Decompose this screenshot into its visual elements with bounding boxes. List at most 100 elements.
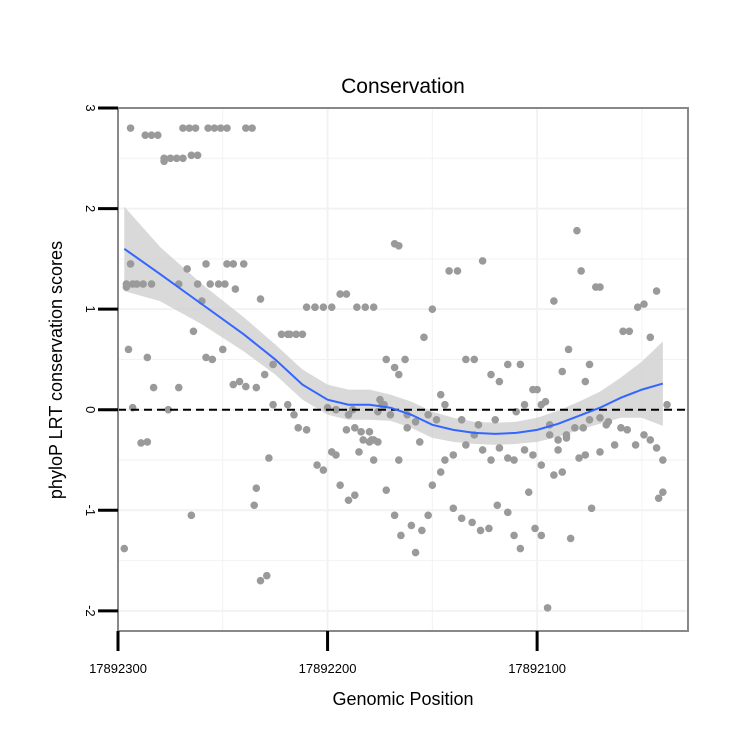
data-point bbox=[596, 448, 604, 456]
data-point bbox=[189, 327, 198, 336]
data-point bbox=[397, 531, 405, 540]
data-point bbox=[202, 260, 210, 268]
data-point bbox=[344, 496, 353, 505]
data-point bbox=[554, 436, 562, 444]
data-point bbox=[294, 424, 303, 432]
data-point bbox=[223, 124, 231, 132]
data-point bbox=[390, 511, 399, 520]
data-point bbox=[420, 333, 428, 342]
data-point bbox=[369, 456, 378, 464]
data-point bbox=[587, 504, 596, 513]
data-point bbox=[292, 330, 300, 339]
data-point bbox=[223, 260, 231, 268]
data-point bbox=[573, 226, 581, 235]
data-point bbox=[193, 151, 202, 160]
data-point bbox=[160, 157, 168, 166]
data-point bbox=[395, 241, 403, 250]
y-tick-label: -2 bbox=[83, 605, 98, 617]
data-point bbox=[428, 481, 437, 489]
data-point bbox=[382, 355, 391, 364]
data-point bbox=[149, 383, 158, 392]
data-point bbox=[269, 360, 277, 369]
data-point bbox=[126, 260, 135, 268]
data-point bbox=[581, 377, 590, 386]
y-tick-label: 3 bbox=[83, 104, 98, 111]
plot-panel bbox=[117, 107, 689, 632]
data-point bbox=[179, 124, 187, 132]
data-point bbox=[365, 438, 374, 446]
data-point bbox=[577, 267, 585, 275]
data-point bbox=[277, 330, 286, 339]
data-point bbox=[424, 410, 432, 419]
data-point bbox=[187, 511, 196, 520]
data-point bbox=[250, 501, 259, 510]
data-point bbox=[646, 333, 655, 342]
data-point bbox=[652, 287, 661, 295]
data-point bbox=[143, 438, 152, 446]
data-point bbox=[531, 524, 539, 533]
data-point bbox=[495, 444, 504, 452]
data-point bbox=[520, 446, 529, 454]
data-point bbox=[503, 508, 512, 517]
smooth-line bbox=[123, 247, 664, 435]
data-point bbox=[214, 280, 223, 288]
data-point bbox=[242, 124, 250, 132]
data-point bbox=[411, 418, 420, 426]
data-point bbox=[579, 424, 588, 432]
data-point bbox=[663, 400, 671, 409]
data-point bbox=[575, 454, 583, 462]
data-point bbox=[183, 265, 191, 273]
data-point bbox=[478, 257, 487, 265]
data-point bbox=[516, 360, 525, 369]
data-point bbox=[596, 413, 604, 422]
data-point bbox=[210, 124, 219, 132]
data-point bbox=[571, 424, 579, 432]
data-point bbox=[269, 400, 277, 409]
panel-border bbox=[117, 107, 689, 632]
data-point bbox=[174, 383, 183, 392]
data-point bbox=[596, 283, 604, 291]
data-point bbox=[336, 481, 344, 489]
y-tick-label: 0 bbox=[83, 406, 98, 413]
data-point bbox=[239, 260, 248, 268]
data-point bbox=[327, 303, 336, 311]
data-point bbox=[248, 124, 256, 132]
data-point bbox=[524, 488, 533, 497]
data-point bbox=[424, 511, 432, 520]
data-point bbox=[351, 424, 359, 432]
data-point bbox=[122, 283, 131, 291]
data-point bbox=[242, 382, 250, 391]
data-point bbox=[229, 260, 238, 268]
data-point bbox=[286, 330, 294, 339]
data-point bbox=[418, 526, 426, 535]
data-point bbox=[342, 290, 351, 298]
data-point bbox=[185, 124, 194, 132]
data-point bbox=[516, 544, 525, 553]
data-point bbox=[359, 436, 367, 444]
data-point bbox=[357, 428, 365, 436]
data-point bbox=[166, 154, 175, 163]
data-point bbox=[585, 360, 594, 369]
data-point bbox=[141, 131, 150, 139]
data-point bbox=[491, 415, 500, 424]
data-point bbox=[652, 444, 661, 452]
data-point bbox=[659, 488, 667, 497]
data-point bbox=[369, 303, 378, 311]
x-axis-title: Genomic Position bbox=[332, 689, 473, 709]
data-point bbox=[137, 439, 145, 447]
data-point bbox=[216, 124, 225, 132]
data-point bbox=[550, 471, 558, 479]
data-point bbox=[126, 124, 135, 132]
y-axis: -2 -1 0 1 2 3 bbox=[83, 104, 118, 617]
data-point bbox=[172, 154, 181, 163]
data-point bbox=[558, 367, 567, 376]
data-point bbox=[252, 484, 261, 492]
data-point bbox=[218, 345, 227, 354]
data-point bbox=[395, 370, 403, 379]
data-point bbox=[493, 501, 502, 510]
data-point bbox=[476, 526, 485, 535]
data-point bbox=[543, 604, 552, 612]
data-point bbox=[191, 124, 200, 132]
data-point bbox=[355, 448, 363, 456]
data-point bbox=[252, 383, 261, 392]
